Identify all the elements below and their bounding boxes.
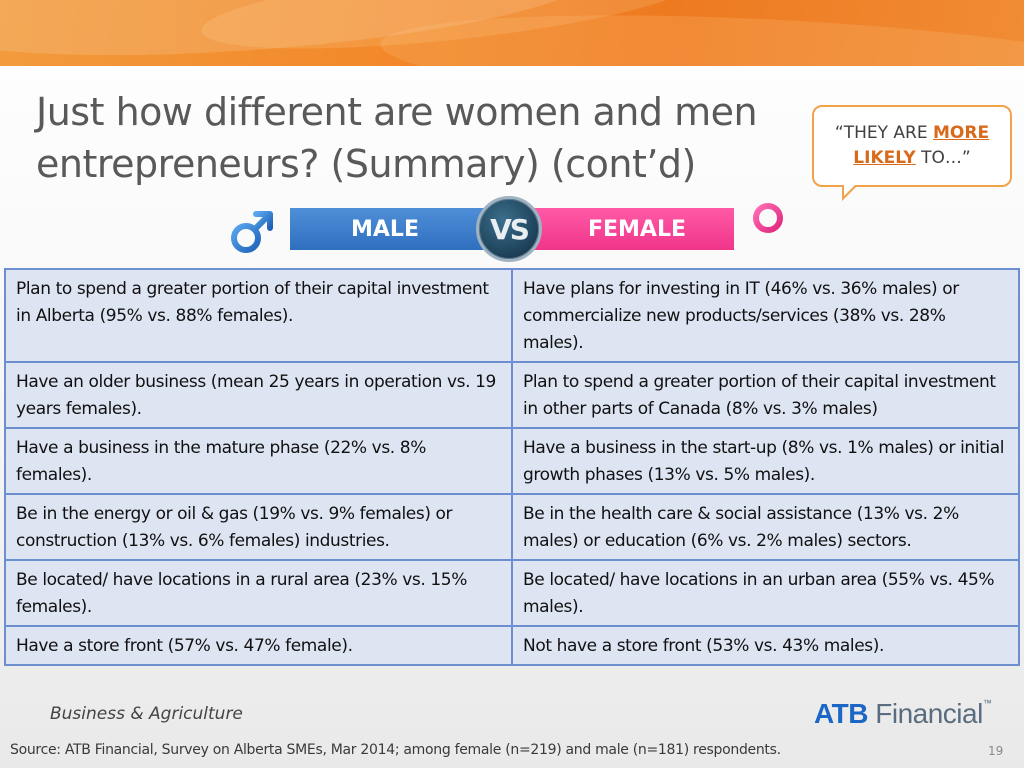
table-row: Plan to spend a greater portion of their… xyxy=(4,268,1020,363)
male-cell: Be located/ have locations in a rural ar… xyxy=(4,559,513,627)
female-cell: Be in the health care & social assistanc… xyxy=(511,493,1020,561)
male-cell: Be in the energy or oil & gas (19% vs. 9… xyxy=(4,493,513,561)
male-cell: Have a store front (57% vs. 47% female). xyxy=(4,625,513,666)
female-label: FEMALE xyxy=(532,208,734,250)
male-symbol-icon xyxy=(231,211,273,253)
comparison-table: Plan to spend a greater portion of their… xyxy=(4,268,1020,666)
table-row: Be in the energy or oil & gas (19% vs. 9… xyxy=(4,493,1020,561)
header-band xyxy=(0,0,1024,66)
atb-financial-logo: ATB Financial™ xyxy=(814,698,992,730)
table-row: Have an older business (mean 25 years in… xyxy=(4,361,1020,429)
male-cell: Plan to spend a greater portion of their… xyxy=(4,268,513,363)
male-cell: Have an older business (mean 25 years in… xyxy=(4,361,513,429)
bubble-emphasis: LIKELY xyxy=(853,148,916,168)
logo-atb: ATB xyxy=(814,698,868,729)
bubble-emphasis: MORE xyxy=(933,123,990,143)
logo-trademark: ™ xyxy=(982,698,992,708)
vs-badge: VS xyxy=(476,196,542,262)
female-symbol-icon xyxy=(753,203,783,257)
source-note: Source: ATB Financial, Survey on Alberta… xyxy=(10,742,781,758)
male-label: MALE xyxy=(290,208,490,250)
bubble-text: “THEY ARE xyxy=(834,123,933,143)
page-number: 19 xyxy=(988,744,1004,758)
division-label: Business & Agriculture xyxy=(50,704,243,724)
female-cell: Have a business in the start-up (8% vs. … xyxy=(511,427,1020,495)
table-row: Have a store front (57% vs. 47% female).… xyxy=(4,625,1020,666)
speech-bubble: “THEY ARE MORE LIKELY TO…” xyxy=(812,105,1012,201)
bubble-tail-fill xyxy=(844,185,855,196)
logo-financial: Financial xyxy=(867,698,983,729)
female-cell: Have plans for investing in IT (46% vs. … xyxy=(511,268,1020,363)
slide-title: Just how different are women and men ent… xyxy=(36,86,796,190)
table-row: Have a business in the mature phase (22%… xyxy=(4,427,1020,495)
table-row: Be located/ have locations in a rural ar… xyxy=(4,559,1020,627)
title-line: Just how different are women and men xyxy=(36,90,758,134)
female-cell: Plan to spend a greater portion of their… xyxy=(511,361,1020,429)
title-line: entrepreneurs? (Summary) (cont’d) xyxy=(36,142,696,186)
female-cell: Be located/ have locations in an urban a… xyxy=(511,559,1020,627)
female-cell: Not have a store front (53% vs. 43% male… xyxy=(511,625,1020,666)
bubble-text: TO…” xyxy=(915,148,971,168)
male-vs-female-banner: MALE FEMALE VS xyxy=(0,196,1024,268)
male-cell: Have a business in the mature phase (22%… xyxy=(4,427,513,495)
